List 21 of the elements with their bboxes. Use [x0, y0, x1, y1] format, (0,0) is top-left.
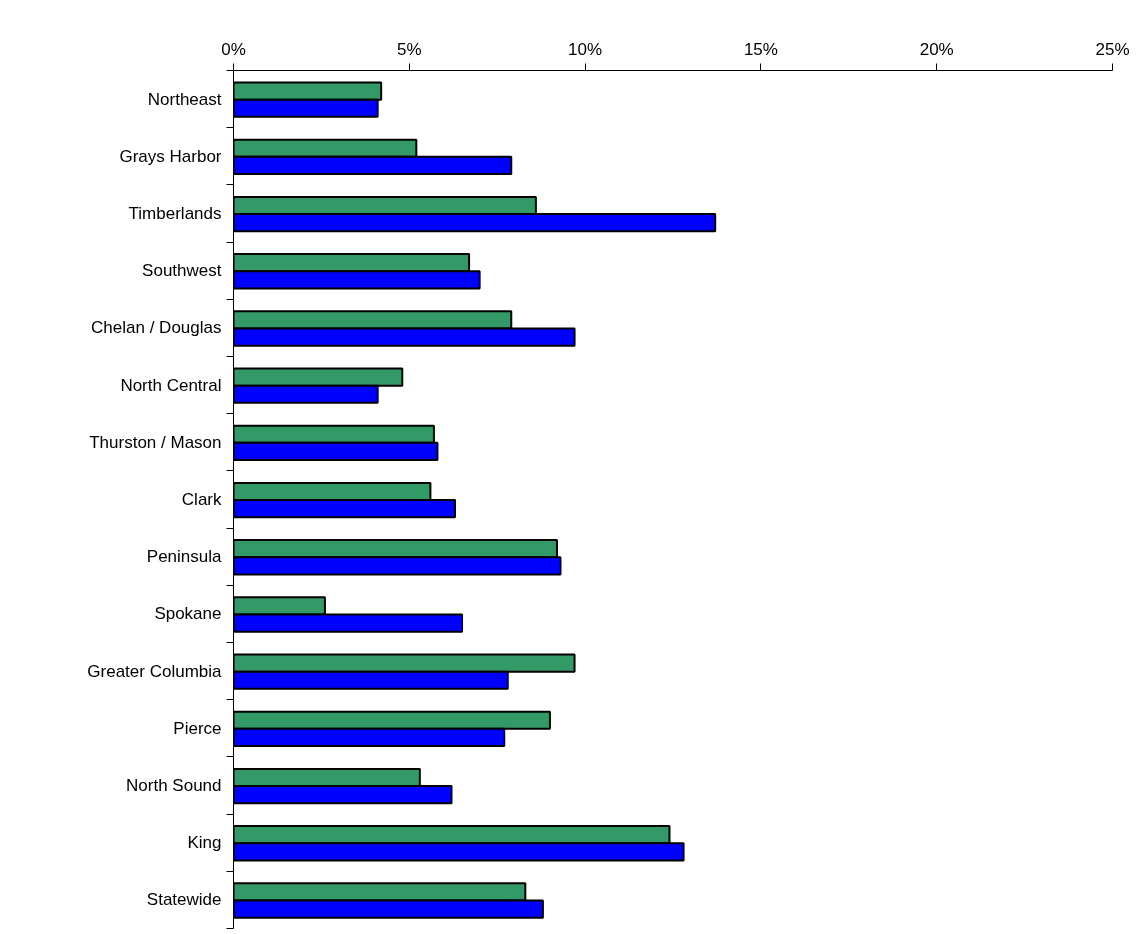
x-tick-label: 0% [221, 39, 246, 59]
y-tick-label: North Sound [126, 776, 222, 795]
x-tick-label: 5% [397, 39, 422, 59]
x-tick-label: 25% [1095, 39, 1130, 59]
x-tick-label: 10% [568, 39, 603, 59]
y-tick-label: North Central [120, 375, 222, 395]
y-tick-label: Timberlands [128, 204, 222, 223]
y-tick-label: Thurston / Mason [89, 432, 222, 452]
y-tick-label: Grays Harbor [119, 146, 222, 166]
y-tick-label: Clark [181, 490, 222, 509]
y-tick-label: Spokane [154, 604, 222, 624]
x-tick-label: 15% [743, 39, 778, 59]
y-tick-label: King [187, 833, 222, 853]
y-tick-label: Pierce [173, 718, 222, 738]
x-tick-label: 20% [919, 39, 954, 59]
y-tick-label: Statewide [146, 890, 222, 910]
y-tick-label: Peninsula [146, 547, 223, 567]
y-tick-label: Greater Columbia [87, 661, 223, 681]
y-tick-label: Southwest [142, 261, 222, 281]
y-tick-label: Northeast [147, 89, 222, 109]
y-tick-label: Chelan / Douglas [91, 318, 222, 338]
